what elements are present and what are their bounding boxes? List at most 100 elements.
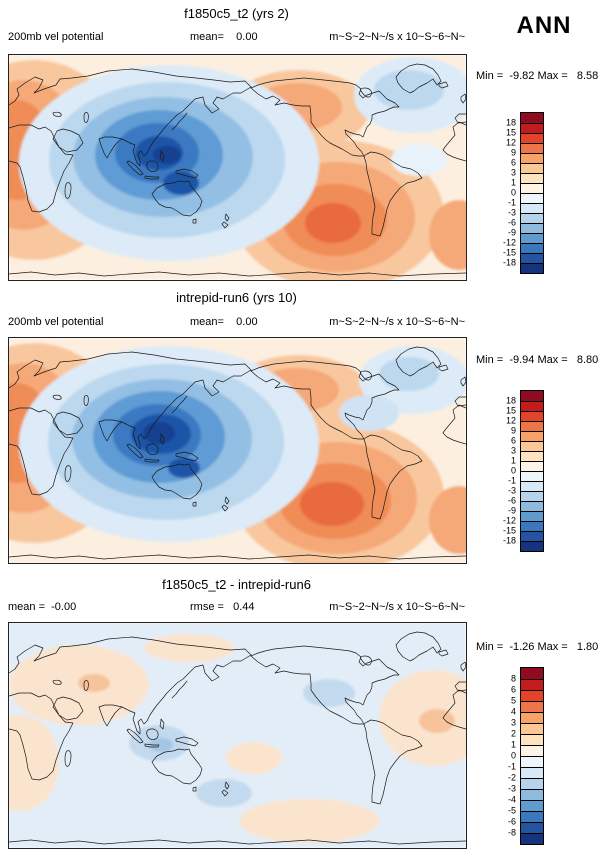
mean-label: mean= 0.00 — [190, 31, 258, 43]
colorbar-box — [521, 501, 543, 511]
colorbar-label: 6 — [510, 157, 516, 168]
colorbar-label: -3 — [507, 207, 516, 218]
colorbar-box — [521, 183, 543, 193]
colorbar-box — [521, 163, 543, 173]
colorbar-box — [521, 668, 543, 679]
colorbar-label: 5 — [510, 695, 516, 706]
colorbar-box — [521, 491, 543, 501]
colorbar-label: 0 — [510, 465, 516, 476]
panel-title: intrepid-run6 (yrs 10) — [176, 290, 297, 305]
map-contour-plot-1 — [8, 54, 467, 281]
colorbar-label: -1 — [507, 475, 516, 486]
colorbar-box — [521, 411, 543, 421]
map-contour-plot-2 — [8, 337, 467, 564]
colorbar-box — [521, 712, 543, 723]
colorbar-box — [521, 173, 543, 183]
colorbar-box — [521, 223, 543, 233]
colorbar-box — [521, 800, 543, 811]
colorbar-label: -15 — [502, 247, 516, 258]
colorbar-label: 2 — [510, 728, 516, 739]
colorbar-box — [521, 679, 543, 690]
minmax-label: Min = -1.26 Max = 1.80 — [476, 641, 599, 653]
colorbar-box — [521, 123, 543, 133]
minmax-label: Min = -9.94 Max = 8.80 — [476, 354, 599, 366]
colorbar-box — [521, 451, 543, 461]
colorbar-box — [521, 441, 543, 451]
colorbar-label: 18 — [505, 395, 516, 406]
colorbar-label: -15 — [502, 525, 516, 536]
colorbar-label: -6 — [507, 217, 516, 228]
colorbar-box — [521, 745, 543, 756]
colorbar-box — [521, 778, 543, 789]
season-label: ANN — [516, 12, 572, 39]
colorbar-label: -9 — [507, 505, 516, 516]
colorbar-label: 3 — [510, 717, 516, 728]
mean-label: mean = -0.00 — [8, 601, 77, 613]
minmax-label: Min = -9.82 Max = 8.58 — [476, 70, 599, 82]
panel-title: f1850c5_t2 (yrs 2) — [184, 6, 289, 21]
units-label: m~S~2~N~/s x 10~S~6~N~ — [329, 601, 465, 613]
colorbar-box — [521, 133, 543, 143]
colorbar-box — [521, 421, 543, 431]
colorbar-box — [521, 243, 543, 253]
colorbar-box — [521, 822, 543, 833]
colorbar-label: 15 — [505, 127, 516, 138]
rmse-label: rmse = 0.44 — [190, 601, 255, 613]
colorbar-label: 6 — [510, 435, 516, 446]
colorbar-label: -6 — [507, 816, 516, 827]
contour-field — [9, 338, 466, 563]
colorbar-box — [521, 481, 543, 491]
colorbar-label: 9 — [510, 147, 516, 158]
colorbar-label: 1 — [510, 177, 516, 188]
colorbar-box — [521, 253, 543, 263]
colorbar-label: 8 — [510, 673, 516, 684]
colorbar-label: -3 — [507, 783, 516, 794]
colorbar-label: 4 — [510, 706, 516, 717]
colorbar-box — [521, 431, 543, 441]
colorbar-boxes — [520, 112, 544, 274]
colorbar-box — [521, 143, 543, 153]
colorbar-label: -5 — [507, 805, 516, 816]
colorbar-box — [521, 401, 543, 411]
colorbar-box — [521, 391, 543, 401]
colorbar-box — [521, 471, 543, 481]
colorbar-label: 12 — [505, 137, 516, 148]
colorbar-label: -2 — [507, 772, 516, 783]
colorbar-label: -18 — [502, 535, 516, 546]
variable-label: 200mb vel potential — [8, 31, 104, 43]
colorbar-box — [521, 153, 543, 163]
colorbar-label: 18 — [505, 117, 516, 128]
colorbar-box — [521, 263, 543, 273]
colorbar-label: -8 — [507, 827, 516, 838]
colorbar-label: 3 — [510, 167, 516, 178]
units-label: m~S~2~N~/s x 10~S~6~N~ — [329, 31, 465, 43]
colorbar-label: -4 — [507, 794, 516, 805]
colorbar-label: 9 — [510, 425, 516, 436]
colorbar-label: -12 — [502, 515, 516, 526]
colorbar-box — [521, 511, 543, 521]
colorbar-label: -3 — [507, 485, 516, 496]
colorbar-label: 3 — [510, 445, 516, 456]
colorbar-label: 12 — [505, 415, 516, 426]
colorbar-label: -18 — [502, 257, 516, 268]
colorbar-box — [521, 531, 543, 541]
colorbar-label: 1 — [510, 455, 516, 466]
colorbar-box — [521, 723, 543, 734]
units-label: m~S~2~N~/s x 10~S~6~N~ — [329, 316, 465, 328]
colorbar-box — [521, 756, 543, 767]
colorbar-box — [521, 789, 543, 800]
colorbar-label: -12 — [502, 237, 516, 248]
colorbar-box — [521, 833, 543, 844]
colorbar-box — [521, 734, 543, 745]
colorbar-label: -6 — [507, 495, 516, 506]
colorbar-label: 15 — [505, 405, 516, 416]
colorbar-box — [521, 461, 543, 471]
colorbar-label: 0 — [510, 750, 516, 761]
colorbar-box — [521, 203, 543, 213]
variable-label: 200mb vel potential — [8, 316, 104, 328]
colorbar-label: 1 — [510, 739, 516, 750]
colorbar-box — [521, 690, 543, 701]
